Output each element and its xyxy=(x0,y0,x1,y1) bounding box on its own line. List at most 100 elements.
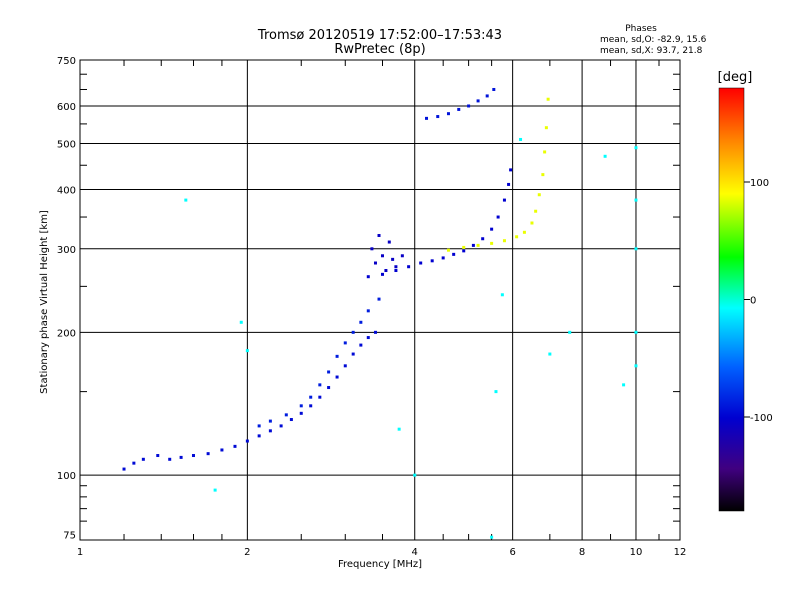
data-point xyxy=(492,87,496,91)
data-point xyxy=(233,444,237,448)
colorbar-ticks: 100 0 -100 xyxy=(744,178,773,424)
data-point xyxy=(122,467,126,471)
data-point xyxy=(299,411,303,415)
grid-lines xyxy=(80,60,680,540)
y-tick-label: 200 xyxy=(57,328,76,339)
data-point xyxy=(239,320,243,324)
plot-frame xyxy=(79,59,681,541)
x-axis-label: Frequency [MHz] xyxy=(338,559,422,570)
data-point xyxy=(245,349,249,353)
data-point xyxy=(490,241,494,245)
data-point xyxy=(206,452,210,456)
data-point xyxy=(436,115,440,119)
data-point xyxy=(603,154,607,158)
colorbar-tick-label: 100 xyxy=(750,178,769,189)
y-axis-label: Stationary phase Virtual Height [km] xyxy=(39,210,50,394)
data-point xyxy=(373,330,377,334)
data-point xyxy=(634,198,638,202)
data-point xyxy=(530,221,534,225)
data-point xyxy=(327,386,331,390)
data-point xyxy=(534,209,538,213)
phases-mean-x: mean, sd,X: 93.7, 21.8 xyxy=(600,46,703,56)
data-point xyxy=(377,297,381,301)
data-point xyxy=(515,235,519,239)
data-point xyxy=(407,265,411,269)
data-point xyxy=(370,247,374,251)
data-point xyxy=(335,354,339,358)
x-tick-label: 10 xyxy=(630,547,643,558)
data-point xyxy=(335,375,339,379)
y-tick-label: 400 xyxy=(57,186,76,197)
data-point xyxy=(213,488,217,492)
data-point xyxy=(494,390,498,394)
data-point xyxy=(220,448,224,452)
data-point xyxy=(496,215,500,219)
data-point xyxy=(476,243,480,247)
data-point xyxy=(430,259,434,263)
phases-heading: Phases xyxy=(625,24,657,34)
chart-subtitle: RwPretec (8p) xyxy=(334,42,425,57)
phases-mean-o: mean, sd,O: -82.9, 15.6 xyxy=(600,35,707,45)
data-point xyxy=(509,168,513,172)
data-point xyxy=(467,104,471,108)
data-point xyxy=(507,182,511,186)
data-point xyxy=(351,352,355,356)
x-tick-label: 1 xyxy=(77,547,83,558)
data-point xyxy=(502,239,506,243)
data-point xyxy=(257,434,261,438)
data-point xyxy=(373,261,377,265)
data-point xyxy=(132,461,136,465)
data-point xyxy=(400,254,404,258)
data-point xyxy=(141,457,145,461)
data-point xyxy=(309,395,313,399)
data-point xyxy=(543,150,547,154)
data-point xyxy=(391,257,395,261)
data-point xyxy=(268,419,272,423)
data-point xyxy=(462,245,466,249)
data-point xyxy=(544,126,548,130)
data-point xyxy=(500,293,504,297)
data-point xyxy=(502,198,506,202)
y-tick-label: 500 xyxy=(57,140,76,151)
data-point xyxy=(179,455,183,459)
data-point xyxy=(413,473,417,477)
data-point xyxy=(457,107,461,111)
data-point xyxy=(419,261,423,265)
data-point xyxy=(343,341,347,345)
data-point xyxy=(446,112,450,116)
data-point xyxy=(471,243,475,247)
data-point xyxy=(541,173,545,177)
data-point xyxy=(485,94,489,98)
colorbar xyxy=(718,87,745,512)
data-point xyxy=(380,254,384,258)
data-point xyxy=(387,240,391,244)
data-point xyxy=(546,97,550,101)
data-point xyxy=(548,352,552,356)
y-tick-label: 75 xyxy=(63,530,76,541)
x-tick-label: 2 xyxy=(244,547,250,558)
data-point xyxy=(476,99,480,103)
data-point xyxy=(284,413,288,417)
data-point xyxy=(366,309,370,313)
data-point xyxy=(318,395,322,399)
x-tick-label: 12 xyxy=(674,547,687,558)
data-point xyxy=(634,330,638,334)
data-point xyxy=(481,237,485,241)
data-point xyxy=(377,233,381,237)
colorbar-tick-label: 0 xyxy=(750,296,756,307)
data-point xyxy=(343,364,347,368)
x-tick-label: 4 xyxy=(412,547,418,558)
data-point xyxy=(522,230,526,234)
data-point xyxy=(394,269,398,273)
data-point xyxy=(268,429,272,433)
data-point xyxy=(380,272,384,276)
y-tick-label: 600 xyxy=(57,102,76,113)
data-point xyxy=(462,249,466,253)
data-point xyxy=(245,439,249,443)
colorbar-label: [deg] xyxy=(718,70,753,85)
data-points xyxy=(122,87,638,539)
data-point xyxy=(446,248,450,252)
y-tick-label: 100 xyxy=(57,471,76,482)
data-point xyxy=(289,418,293,422)
